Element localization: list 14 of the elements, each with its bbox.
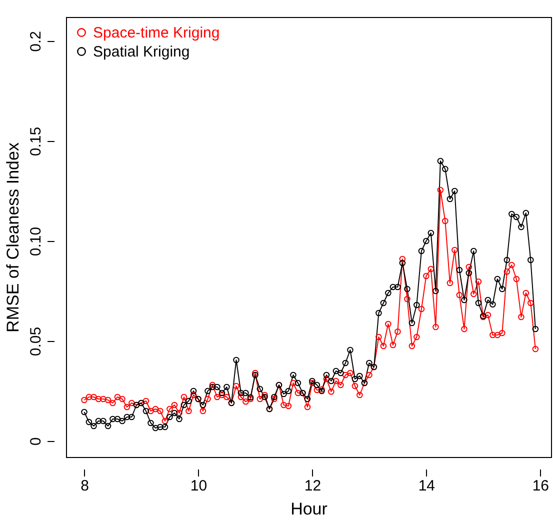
y-axis-title: RMSE of Cleaness Index — [4, 142, 22, 332]
y-tick-label: 0.2 — [28, 31, 44, 52]
y-tick-label: 0.05 — [28, 326, 44, 356]
legend-label: Space-time Kriging — [93, 24, 220, 42]
y-tick-label: 0 — [28, 437, 44, 446]
x-tick-label: 8 — [80, 478, 89, 494]
legend-label: Spatial Kriging — [93, 44, 190, 60]
x-axis-title: Hour — [290, 500, 328, 518]
x-tick-label: 16 — [532, 478, 550, 494]
x-tick-label: 14 — [418, 478, 436, 494]
x-tick-label: 12 — [304, 478, 322, 494]
y-tick-label: 0.10 — [28, 226, 44, 256]
y-tick-label: 0.15 — [28, 126, 44, 156]
x-tick-label: 10 — [190, 478, 208, 494]
